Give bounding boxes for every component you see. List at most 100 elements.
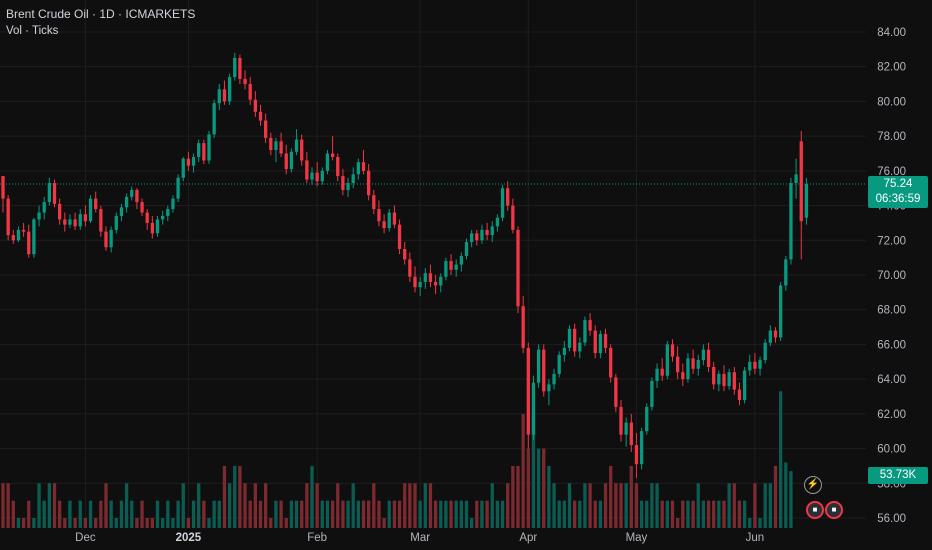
candle-body [161,215,165,220]
candle-body [330,153,335,157]
price-axis[interactable]: 84.0082.0080.0078.0076.0074.0072.0070.00… [877,27,906,525]
candle-body [614,377,618,407]
volume-bar [140,500,144,528]
volume-bar [227,483,232,528]
candle-body [423,273,427,282]
volume-bar [21,518,26,528]
candle-body [464,242,469,256]
volume-bars [1,391,793,528]
volume-indicator-label[interactable]: Vol · Ticks [6,25,59,37]
volume-badge: 53.73K [868,467,928,484]
volume-bar [258,500,263,528]
volume-bar [202,500,206,528]
volume-bar [58,500,62,528]
candle-body [181,158,185,178]
volume-bar [73,518,77,528]
candle-body [387,212,391,229]
volume-bar [351,483,355,528]
volume-bar [428,483,433,528]
candle-body [712,366,716,385]
volume-bar [547,465,551,528]
candle-body [485,229,489,236]
price-tick-label: 78.00 [877,131,906,143]
candle-body [650,380,654,407]
candle-body [325,153,330,171]
candle-body [753,361,757,369]
candle-body [789,183,793,260]
time-tick-label: Apr [519,532,537,544]
candle-body [691,358,695,369]
volume-bar [490,483,494,528]
candle-body [433,281,438,286]
price-tick-label: 66.00 [877,339,906,351]
volume-bar [243,483,247,528]
us-flag-icon[interactable]: ■ [806,501,824,519]
candle-body [99,209,103,232]
candle-body [578,342,582,352]
volume-bar [614,483,618,528]
candle-body [799,141,803,222]
volume-bar [433,500,438,528]
candle-body [655,368,659,381]
candle-body [722,373,726,387]
volume-bar [47,483,51,528]
us-flag-icon[interactable]: ■ [825,501,843,519]
candle-body [609,347,613,378]
volume-bar [588,483,592,528]
candle-body [470,233,474,243]
candle-body [11,235,15,241]
volume-bar [408,483,412,528]
candle-body [444,261,448,277]
candle-body [68,219,72,225]
candle-body [94,198,98,210]
candle-body [248,84,252,100]
volume-bar [779,391,783,528]
lightning-icon[interactable]: ⚡ [804,476,822,494]
price-tick-label: 68.00 [877,305,906,317]
candle-body [403,248,407,260]
candle-body [397,224,402,249]
volume-bar [660,500,664,528]
volume-bar [722,500,726,528]
candle-body [681,372,685,380]
volume-bar [511,465,515,528]
candle-body [1,176,5,199]
volume-bar [629,465,633,528]
volume-bar [758,518,762,528]
candle-body [665,344,669,376]
volume-bar [562,500,566,528]
candle-body [253,99,257,112]
candle-body [459,255,463,265]
candle-body [413,276,417,288]
candle-body [310,172,314,180]
volume-bar [305,483,309,528]
volume-bar [773,465,778,528]
candle-body [686,358,690,380]
volume-bar [639,500,644,528]
candle-body [408,259,412,277]
volume-bar [279,500,283,528]
candle-body [547,384,551,392]
price-tick-label: 64.00 [877,374,906,386]
volume-bar [222,465,227,528]
volume-bar [377,500,381,528]
volume-bar [552,483,556,528]
time-axis[interactable]: Dec 2025 Feb Mar Apr May Jun [75,532,764,544]
candle-body [130,189,134,197]
volume-bar [403,483,407,528]
candle-body [258,111,263,121]
symbol-title[interactable]: Brent Crude Oil · 1D · ICMARKETS [6,7,196,21]
candle-body [475,233,479,241]
volume-bar [573,500,577,528]
price-tick-label: 62.00 [877,409,906,421]
candle-body [449,261,453,270]
candle-body [109,229,113,248]
volume-bar [619,483,623,528]
candle-body [207,134,211,161]
candle-body [58,203,62,220]
volume-bar [583,483,587,528]
volume-bar [737,500,742,528]
candle-body [624,422,628,435]
volume-bar [768,483,772,528]
